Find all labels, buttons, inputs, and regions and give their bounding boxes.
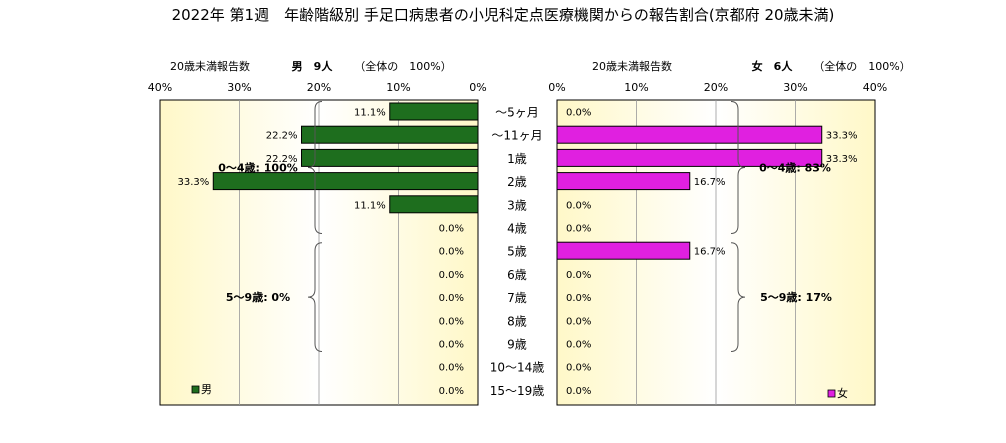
right-x-tick-label: 30% bbox=[783, 81, 807, 94]
female-bar bbox=[556, 172, 691, 191]
left-x-tick-label: 20% bbox=[307, 81, 331, 94]
right-x-tick-label: 10% bbox=[624, 81, 648, 94]
female-group-0-4: 0～4歳: 83% bbox=[759, 161, 831, 175]
category-label: ～11ヶ月 bbox=[491, 129, 542, 143]
male-data-label: 0.0% bbox=[439, 247, 464, 258]
male-data-label: 11.1% bbox=[354, 108, 386, 119]
female-data-label: 0.0% bbox=[566, 340, 591, 351]
male-data-label: 22.2% bbox=[266, 154, 298, 165]
female-legend-swatch bbox=[827, 389, 836, 398]
female-data-label: 0.0% bbox=[566, 108, 591, 119]
right-x-tick-label: 0% bbox=[548, 81, 565, 94]
male-group-5-9: 5～9歳: 0% bbox=[226, 290, 290, 304]
female-data-label: 33.3% bbox=[826, 131, 858, 142]
female-data-label: 0.0% bbox=[566, 363, 591, 374]
male-bar bbox=[212, 172, 479, 191]
category-label: 9歳 bbox=[507, 338, 527, 352]
female-bar bbox=[556, 148, 823, 167]
left-x-tick-label: 40% bbox=[148, 81, 172, 94]
female-group-5-9: 5～9歳: 17% bbox=[760, 290, 832, 304]
male-data-label: 0.0% bbox=[439, 386, 464, 397]
category-label: 1歳 bbox=[507, 152, 527, 166]
male-data-label: 0.0% bbox=[439, 340, 464, 351]
left-count-label: 20歳未満報告数 bbox=[170, 60, 250, 73]
female-data-label: 0.0% bbox=[566, 316, 591, 327]
male-bar bbox=[389, 102, 479, 121]
category-label: 4歳 bbox=[507, 222, 527, 236]
category-label: 2歳 bbox=[507, 175, 527, 189]
category-label: 8歳 bbox=[507, 314, 527, 328]
male-bar bbox=[301, 148, 479, 167]
male-data-label: 11.1% bbox=[354, 200, 386, 211]
male-group-0-4: 0～4歳: 100% bbox=[218, 161, 298, 175]
female-data-label: 16.7% bbox=[694, 177, 726, 188]
left-x-tick-label: 10% bbox=[386, 81, 410, 94]
female-brace-5-9 bbox=[730, 242, 746, 352]
female-legend-label: 女 bbox=[837, 386, 848, 400]
left-header-rest: （全体の 100%） bbox=[354, 59, 451, 73]
category-label: 6歳 bbox=[507, 268, 527, 282]
female-bar bbox=[556, 241, 691, 260]
right-header-bold: 女 6人 bbox=[752, 59, 794, 73]
right-x-tick-label: 20% bbox=[704, 81, 728, 94]
male-bar bbox=[301, 125, 479, 144]
category-label: 5歳 bbox=[507, 245, 527, 259]
female-data-label: 0.0% bbox=[566, 224, 591, 235]
female-data-label: 0.0% bbox=[566, 293, 591, 304]
category-label: 10～14歳 bbox=[490, 361, 545, 375]
female-bar bbox=[556, 125, 823, 144]
male-data-label: 33.3% bbox=[177, 177, 209, 188]
category-label: ～5ヶ月 bbox=[495, 106, 539, 120]
female-data-label: 0.0% bbox=[566, 386, 591, 397]
left-x-tick-label: 0% bbox=[469, 81, 486, 94]
male-data-label: 0.0% bbox=[439, 270, 464, 281]
male-legend-swatch bbox=[191, 385, 200, 394]
female-data-label: 33.3% bbox=[826, 154, 858, 165]
right-header-rest: （全体の 100%） bbox=[813, 59, 910, 73]
male-brace-5-9 bbox=[307, 242, 323, 352]
left-header-bold: 男 9人 bbox=[292, 59, 334, 73]
chart-title: 2022年 第1週 年齢階級別 手足口病患者の小児科定点医療機関からの報告割合(… bbox=[172, 6, 835, 24]
male-bar bbox=[389, 195, 479, 214]
category-label: 15～19歳 bbox=[490, 384, 545, 398]
right-count-label: 20歳未満報告数 bbox=[592, 60, 672, 73]
left-x-tick-label: 30% bbox=[227, 81, 251, 94]
category-label: 7歳 bbox=[507, 291, 527, 305]
male-data-label: 0.0% bbox=[439, 293, 464, 304]
category-label: 3歳 bbox=[507, 198, 527, 212]
male-data-label: 0.0% bbox=[439, 316, 464, 327]
male-legend-label: 男 bbox=[201, 383, 212, 396]
male-data-label: 22.2% bbox=[266, 131, 298, 142]
female-brace-0-4 bbox=[730, 101, 746, 234]
male-brace-0-4 bbox=[307, 101, 323, 234]
male-data-label: 0.0% bbox=[439, 363, 464, 374]
female-data-label: 0.0% bbox=[566, 270, 591, 281]
female-data-label: 16.7% bbox=[694, 247, 726, 258]
female-data-label: 0.0% bbox=[566, 200, 591, 211]
right-x-tick-label: 40% bbox=[863, 81, 887, 94]
male-data-label: 0.0% bbox=[439, 224, 464, 235]
